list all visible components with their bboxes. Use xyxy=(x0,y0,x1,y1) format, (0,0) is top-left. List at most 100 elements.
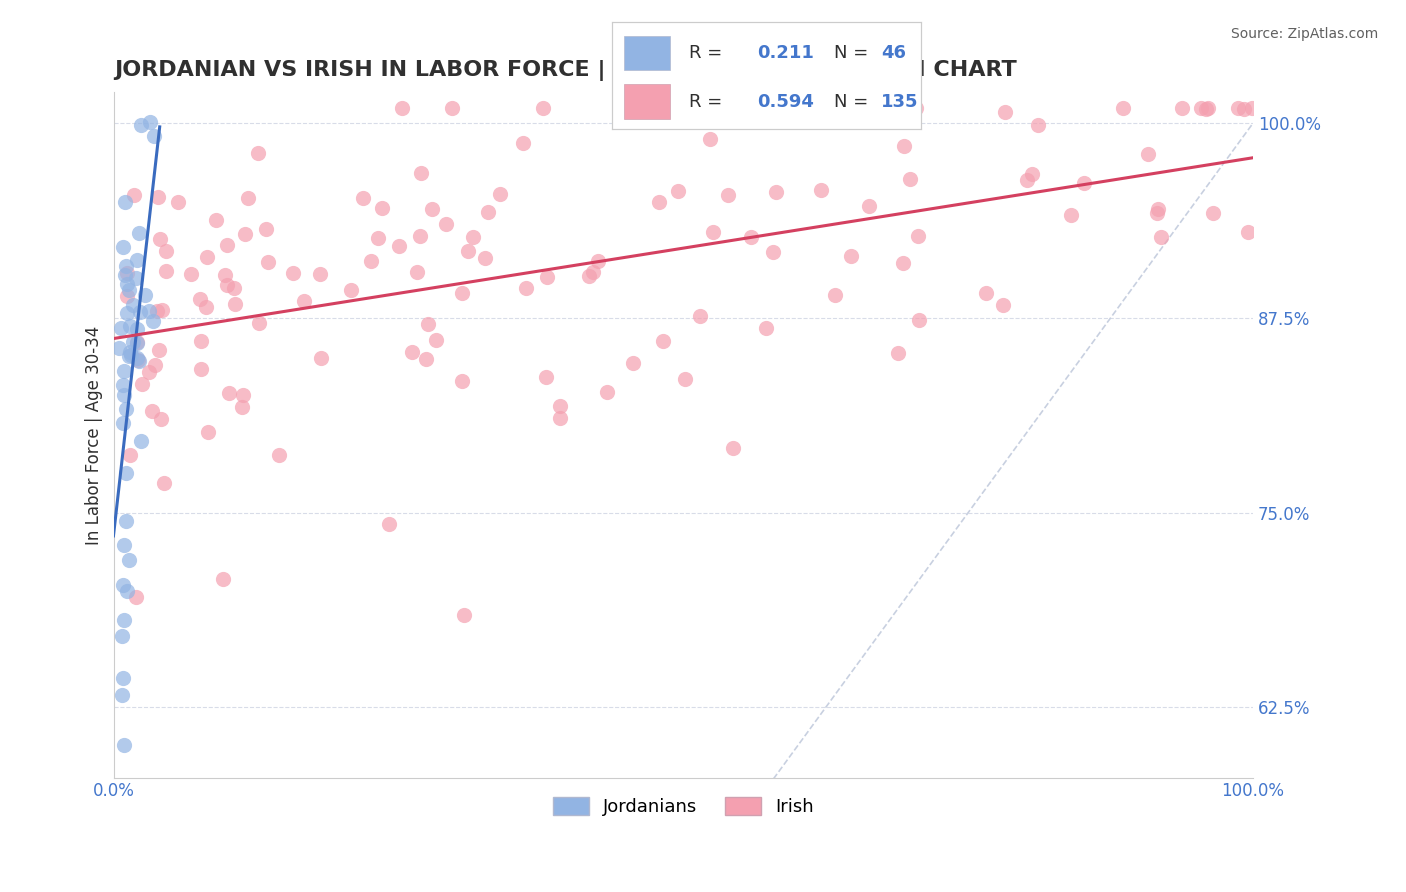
Point xyxy=(994,105,1017,120)
Point xyxy=(149,231,172,245)
Point xyxy=(1197,101,1219,115)
Point xyxy=(112,364,135,378)
Point xyxy=(360,253,382,268)
Point xyxy=(141,314,163,328)
Point xyxy=(1189,101,1212,115)
Point xyxy=(1026,118,1049,132)
Text: R =: R = xyxy=(689,45,723,62)
Point xyxy=(114,194,136,209)
Text: 0.594: 0.594 xyxy=(756,93,814,111)
Point xyxy=(904,101,927,115)
Point xyxy=(180,267,202,281)
Point xyxy=(578,269,600,284)
Point xyxy=(1146,206,1168,220)
Point xyxy=(110,321,132,335)
Point xyxy=(408,228,430,243)
Point xyxy=(143,358,166,372)
Text: 0.211: 0.211 xyxy=(756,45,814,62)
Point xyxy=(129,118,152,132)
Point xyxy=(117,583,139,598)
Point xyxy=(596,384,619,399)
Point xyxy=(453,607,475,622)
Point xyxy=(212,572,235,586)
Point xyxy=(548,399,571,413)
Point xyxy=(111,578,134,592)
Point xyxy=(112,388,135,402)
Point xyxy=(721,441,744,455)
Point xyxy=(112,538,135,552)
Point xyxy=(415,351,437,366)
Point xyxy=(127,353,149,368)
Point xyxy=(974,285,997,300)
Point xyxy=(118,284,141,298)
Point xyxy=(118,345,141,359)
Point xyxy=(197,425,219,439)
Point xyxy=(1015,173,1038,187)
Point xyxy=(896,101,918,115)
Point xyxy=(461,229,484,244)
Point xyxy=(340,283,363,297)
Point xyxy=(352,192,374,206)
Point xyxy=(586,254,609,268)
Point xyxy=(908,313,931,327)
Point xyxy=(115,277,138,291)
Point xyxy=(125,351,148,365)
Point xyxy=(131,377,153,392)
Point xyxy=(122,334,145,349)
Point xyxy=(1021,167,1043,181)
Point xyxy=(122,188,145,202)
Point xyxy=(111,240,134,254)
Point xyxy=(406,264,429,278)
Point xyxy=(195,300,218,314)
Point xyxy=(474,251,496,265)
Point xyxy=(388,238,411,252)
Point xyxy=(114,467,136,481)
Point xyxy=(247,316,270,330)
Point xyxy=(127,336,149,351)
Point xyxy=(141,404,163,418)
Point xyxy=(118,553,141,567)
Point xyxy=(254,222,277,236)
Point xyxy=(190,362,212,376)
Point xyxy=(112,378,135,392)
Point xyxy=(115,306,138,320)
FancyBboxPatch shape xyxy=(624,85,671,119)
Point xyxy=(128,226,150,240)
Point xyxy=(434,217,457,231)
Point xyxy=(1241,101,1264,115)
Point xyxy=(648,194,671,209)
Point xyxy=(112,613,135,627)
Point xyxy=(858,199,880,213)
Point xyxy=(477,205,499,219)
Point xyxy=(651,334,673,348)
Point xyxy=(907,229,929,244)
Point xyxy=(702,225,724,239)
Point xyxy=(1136,147,1159,161)
Text: N =: N = xyxy=(834,45,869,62)
Point xyxy=(125,253,148,268)
Point xyxy=(762,245,785,260)
Point xyxy=(824,287,846,301)
Point xyxy=(148,343,170,358)
Point xyxy=(281,267,304,281)
Point xyxy=(150,302,173,317)
Point xyxy=(215,238,238,252)
Point xyxy=(391,101,413,115)
Point xyxy=(145,303,167,318)
Point xyxy=(125,334,148,349)
Text: JORDANIAN VS IRISH IN LABOR FORCE | AGE 30-34 CORRELATION CHART: JORDANIAN VS IRISH IN LABOR FORCE | AGE … xyxy=(114,60,1017,80)
Point xyxy=(155,244,177,259)
Point xyxy=(755,320,778,334)
Point xyxy=(214,268,236,283)
Point xyxy=(118,349,141,363)
Point xyxy=(370,201,392,215)
Point xyxy=(1111,101,1133,115)
Point xyxy=(190,334,212,349)
Point xyxy=(1060,208,1083,222)
Point xyxy=(887,101,910,115)
Point xyxy=(129,305,152,319)
Point xyxy=(887,346,910,360)
Point xyxy=(1195,102,1218,116)
Point xyxy=(1237,225,1260,239)
Point xyxy=(204,212,226,227)
